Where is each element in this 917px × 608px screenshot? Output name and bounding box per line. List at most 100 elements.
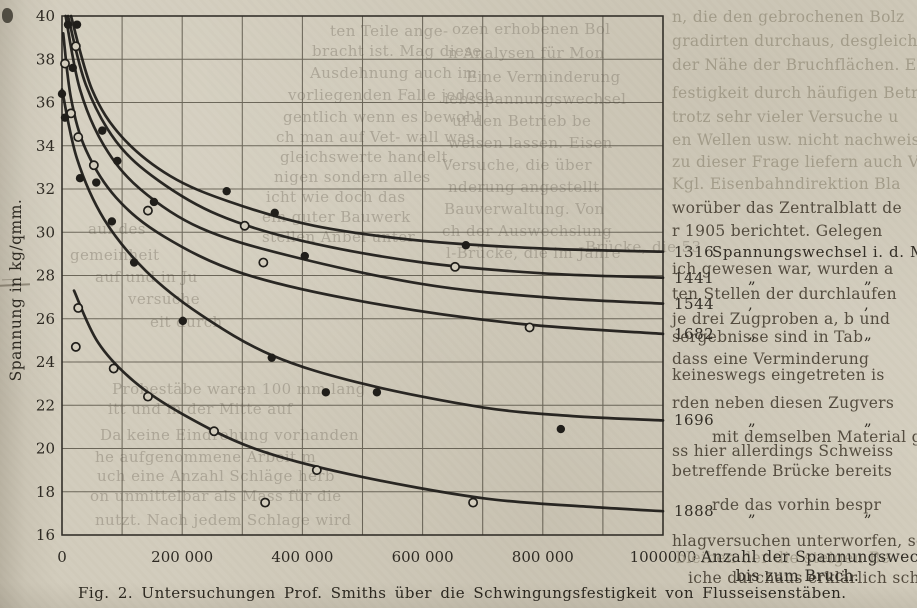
bleed-text-line: icht wie doch das [266, 188, 406, 206]
curve-frequency-label: 1544,, [674, 295, 914, 313]
data-point-filled [98, 126, 107, 135]
y-tick-label: 34 [36, 137, 55, 155]
bleed-text-line: bracht ist. Mag diese [312, 42, 482, 60]
ditto-mark: „ [864, 268, 873, 287]
body-text-line: sergebnisse sind in Tab [672, 328, 864, 346]
curve-frequency-label: 1888 „ „ [674, 502, 914, 520]
x-tick-label: 400 000 [271, 548, 333, 566]
y-axis-title: Spannung in kg/qmm. [7, 198, 25, 382]
data-point-open [70, 341, 81, 352]
data-point-filled [149, 197, 159, 207]
x-tick-label: 0 [57, 548, 67, 566]
data-point-filled [222, 186, 231, 196]
bleed-text-line: nderung angestellt [448, 178, 600, 196]
bleed-text-line: nigen sondern alles [274, 168, 431, 186]
body-text-line: ich gewesen war, wurden a [672, 260, 894, 278]
body-text-line: betreffende Brücke bereits [672, 462, 893, 480]
data-point-open [468, 497, 479, 508]
data-point-filled [57, 89, 67, 99]
frequency-value: 1888 [674, 502, 715, 521]
body-text-line: Kgl. Eisenbahndirektion Bla [672, 175, 901, 193]
y-tick-label: 22 [36, 396, 55, 414]
curve-1544 [64, 14, 665, 305]
bleed-text-line: n Analysen für Mon [448, 44, 605, 62]
data-point-open [524, 322, 535, 333]
data-point-filled [92, 178, 101, 187]
y-tick-label: 30 [36, 223, 55, 241]
data-point-filled [129, 258, 139, 267]
bleed-text-line: ch man auf Vet- wall was [276, 128, 475, 146]
data-point-filled [75, 173, 85, 183]
bleed-text-line: Da keine Eindrehung vorhanden [100, 426, 359, 444]
data-point-filled [300, 251, 310, 261]
body-text-line: der Nähe der Bruchflächen. Eine V [672, 56, 917, 74]
ditto-mark: „ [748, 324, 757, 343]
data-point-open [73, 302, 84, 313]
data-point-filled [107, 217, 117, 226]
data-point-filled [63, 20, 73, 29]
frequency-value: 1682 [674, 324, 715, 343]
body-text-line: trotz sehr vieler Versuche u [672, 108, 899, 126]
body-text-line: festigkeit durch häufigen Betriebe [672, 84, 917, 102]
data-point-open [450, 261, 461, 272]
body-text-line: iche durchaus erklärlich scheinen lassen… [688, 569, 917, 587]
bleed-text-line: ch der Auswechslung [442, 222, 613, 240]
data-point-filled [60, 113, 70, 122]
bleed-text-line: Ausdehnung auch im [310, 64, 478, 82]
ditto-mark: „ [864, 411, 873, 430]
ditto-mark: , [748, 294, 754, 313]
bleed-text-line: vorliegenden Falle jedoch [288, 86, 494, 104]
body-text-line: hlagversuchen unterworfen, so ergaben si… [672, 532, 917, 550]
bleed-text-line: gemeinheit [70, 246, 160, 264]
data-point-open [311, 465, 322, 476]
frequency-value: 1316 [674, 242, 715, 261]
data-point-filled [461, 241, 471, 250]
curve-frequency-label: 1441 „ „ [674, 269, 914, 287]
y-tick-label: 16 [36, 526, 55, 544]
body-text-line: ten Stellen der durchlaufen [672, 285, 897, 303]
bleed-text-line: weisen lassen. Eisen [448, 134, 613, 152]
bleed-text-line: uch eine Anzahl Schläge herb [97, 467, 335, 485]
bleed-text-line: gentlich wenn es bewohl [283, 108, 481, 126]
body-text-line: bleiben der die steigen Be [676, 549, 891, 567]
data-point-open [88, 160, 99, 171]
data-point-open [73, 132, 84, 143]
y-tick-label: 40 [36, 7, 55, 25]
bleed-text-line: gleichswerte handelt. [280, 148, 454, 166]
body-text-line: worüber das Zentralblatt de [672, 199, 902, 217]
plot-frame [61, 15, 664, 536]
ditto-mark: , [864, 294, 870, 313]
body-text-line: gradirten durchaus, desgleichen Analys [672, 32, 917, 50]
y-tick-label: 32 [36, 180, 55, 198]
curve-1696 [60, 88, 665, 422]
data-point-filled [178, 316, 188, 326]
frequency-value: 1696 [674, 411, 715, 430]
y-tick-label: 18 [36, 483, 55, 501]
ditto-mark: „ [748, 502, 757, 521]
body-text-line: rden neben diesen Zugvers [672, 394, 895, 412]
data-point-open [108, 363, 119, 374]
curve-frequency-label: 1696 „ „ [674, 411, 914, 429]
bleed-text-line: Versuche, die über [442, 156, 592, 174]
data-point-open [142, 391, 153, 402]
y-tick-label: 36 [36, 94, 55, 112]
data-point-filled [372, 388, 382, 397]
data-point-open [260, 497, 271, 508]
body-text-line: en Wellen usw. nicht nachweis [672, 131, 917, 149]
curve-frequency-label: 1682 „ „ [674, 325, 914, 343]
ditto-mark: „ [748, 411, 757, 430]
body-text-line: zu dieser Frage liefern auch V [672, 153, 917, 171]
y-tick-label: 38 [36, 50, 55, 68]
data-point-filled [267, 353, 276, 362]
data-point-open [258, 257, 269, 268]
body-text-line: keineswegs eingetreten is [672, 366, 885, 384]
bleed-text-line: uf den Betrieb be [452, 112, 592, 130]
data-point-filled [72, 20, 82, 29]
data-point-filled [270, 208, 279, 217]
